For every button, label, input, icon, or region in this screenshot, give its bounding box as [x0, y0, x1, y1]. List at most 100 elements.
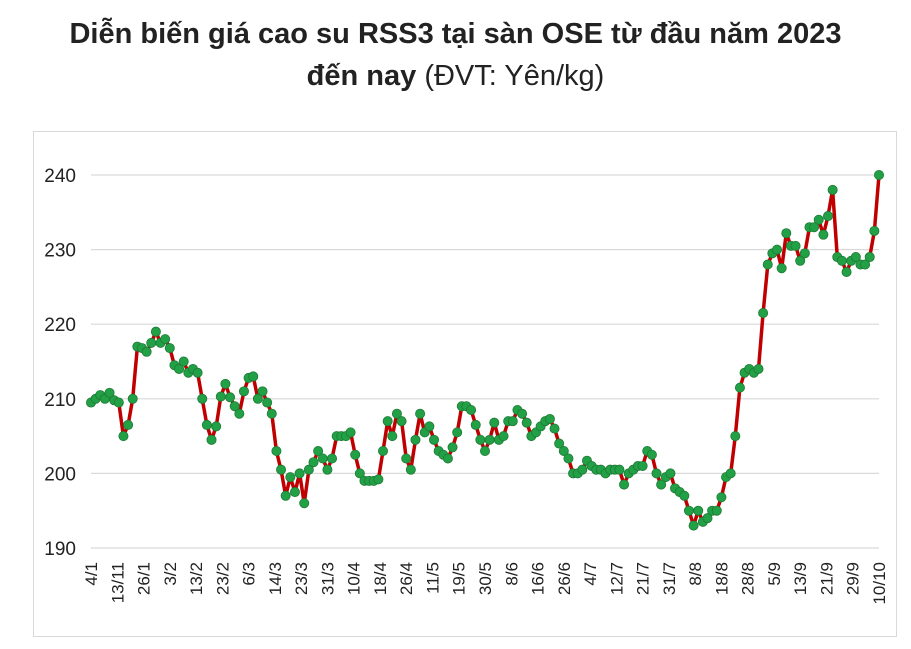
data-point [790, 240, 801, 251]
data-point [127, 393, 138, 404]
data-point [248, 371, 259, 382]
data-point [289, 487, 300, 498]
data-point [614, 464, 625, 475]
data-point [869, 225, 880, 236]
data-point [276, 464, 287, 475]
x-tick-label: 8/6 [502, 562, 521, 586]
data-point [665, 468, 676, 479]
data-point [401, 453, 412, 464]
data-point [827, 184, 838, 195]
data-point [470, 419, 481, 430]
data-point [405, 464, 416, 475]
x-tick-label: 10/4 [345, 562, 364, 595]
data-point [229, 401, 240, 412]
x-tick-label: 13/11 [108, 562, 127, 603]
x-tick-label: 29/9 [844, 562, 863, 595]
data-point [656, 479, 667, 490]
data-point [215, 391, 226, 402]
x-tick-label: 8/8 [686, 562, 705, 586]
data-point [299, 498, 310, 509]
x-tick-label: 30/5 [476, 562, 495, 595]
data-point [150, 326, 161, 337]
data-point [410, 434, 421, 445]
data-point [521, 417, 532, 428]
data-point [447, 442, 458, 453]
x-tick-label: 13/2 [187, 562, 206, 595]
chart-title-line2-bold: đến nay [306, 60, 417, 92]
x-tick-label: 21/7 [634, 562, 653, 595]
data-point [294, 468, 305, 479]
x-tick-label: 19/5 [450, 562, 469, 595]
data-point [577, 464, 588, 475]
data-point [479, 446, 490, 457]
data-point [711, 505, 722, 516]
data-point [619, 479, 630, 490]
y-tick-label: 210 [44, 390, 76, 411]
data-point [809, 222, 820, 233]
x-tick-label: 26/1 [135, 562, 154, 595]
x-tick-label: 31/3 [318, 562, 337, 595]
data-point [396, 416, 407, 427]
data-point [308, 457, 319, 468]
data-point [651, 468, 662, 479]
data-point [234, 408, 245, 419]
chart-title: Diễn biến giá cao su RSS3 tại sàn OSE từ… [0, 14, 911, 96]
data-point [192, 367, 203, 378]
data-point [350, 449, 361, 460]
data-point [716, 492, 727, 503]
data-point [164, 343, 175, 354]
data-point [679, 490, 690, 501]
y-tick-label: 240 [44, 166, 76, 187]
data-point [442, 453, 453, 464]
data-point [823, 211, 834, 222]
data-point [271, 446, 282, 457]
data-point [466, 404, 477, 415]
data-point [174, 363, 185, 374]
data-point [141, 346, 152, 357]
x-tick-label: 11/5 [423, 562, 442, 594]
x-tick-label: 6/3 [240, 562, 259, 586]
chart-frame [33, 131, 897, 637]
data-point [206, 434, 217, 445]
data-point [373, 474, 384, 485]
data-point [252, 393, 263, 404]
data-point [280, 490, 291, 501]
x-tick-label: 5/9 [765, 562, 784, 586]
data-point [841, 266, 852, 277]
x-tick-label: 28/8 [739, 562, 758, 595]
chart-title-line2: đến nay (ĐVT: Yên/kg) [0, 56, 911, 96]
data-point [646, 449, 657, 460]
data-point [734, 382, 745, 393]
x-tick-label: 12/7 [607, 562, 626, 595]
y-tick-label: 220 [44, 315, 76, 336]
data-point [549, 423, 560, 434]
data-point [345, 427, 356, 438]
data-point [850, 252, 861, 263]
data-point [554, 438, 565, 449]
data-point [424, 421, 435, 432]
data-point [354, 468, 365, 479]
data-point [683, 505, 694, 516]
data-point [507, 416, 518, 427]
x-tick-label: 26/4 [397, 562, 416, 595]
data-point [730, 431, 741, 442]
data-point [702, 513, 713, 524]
x-tick-label: 18/8 [712, 562, 731, 595]
data-point [313, 446, 324, 457]
data-point [220, 378, 231, 389]
data-point [285, 472, 296, 483]
data-point [544, 413, 555, 424]
data-point [415, 408, 426, 419]
data-point [113, 397, 124, 408]
data-point [452, 427, 463, 438]
data-point [123, 419, 134, 430]
data-point [693, 505, 704, 516]
data-point [762, 259, 773, 270]
data-point [484, 434, 495, 445]
data-point [382, 416, 393, 427]
data-point [558, 446, 569, 457]
y-tick-label: 200 [44, 464, 76, 485]
data-point [874, 169, 885, 180]
data-point [118, 431, 129, 442]
